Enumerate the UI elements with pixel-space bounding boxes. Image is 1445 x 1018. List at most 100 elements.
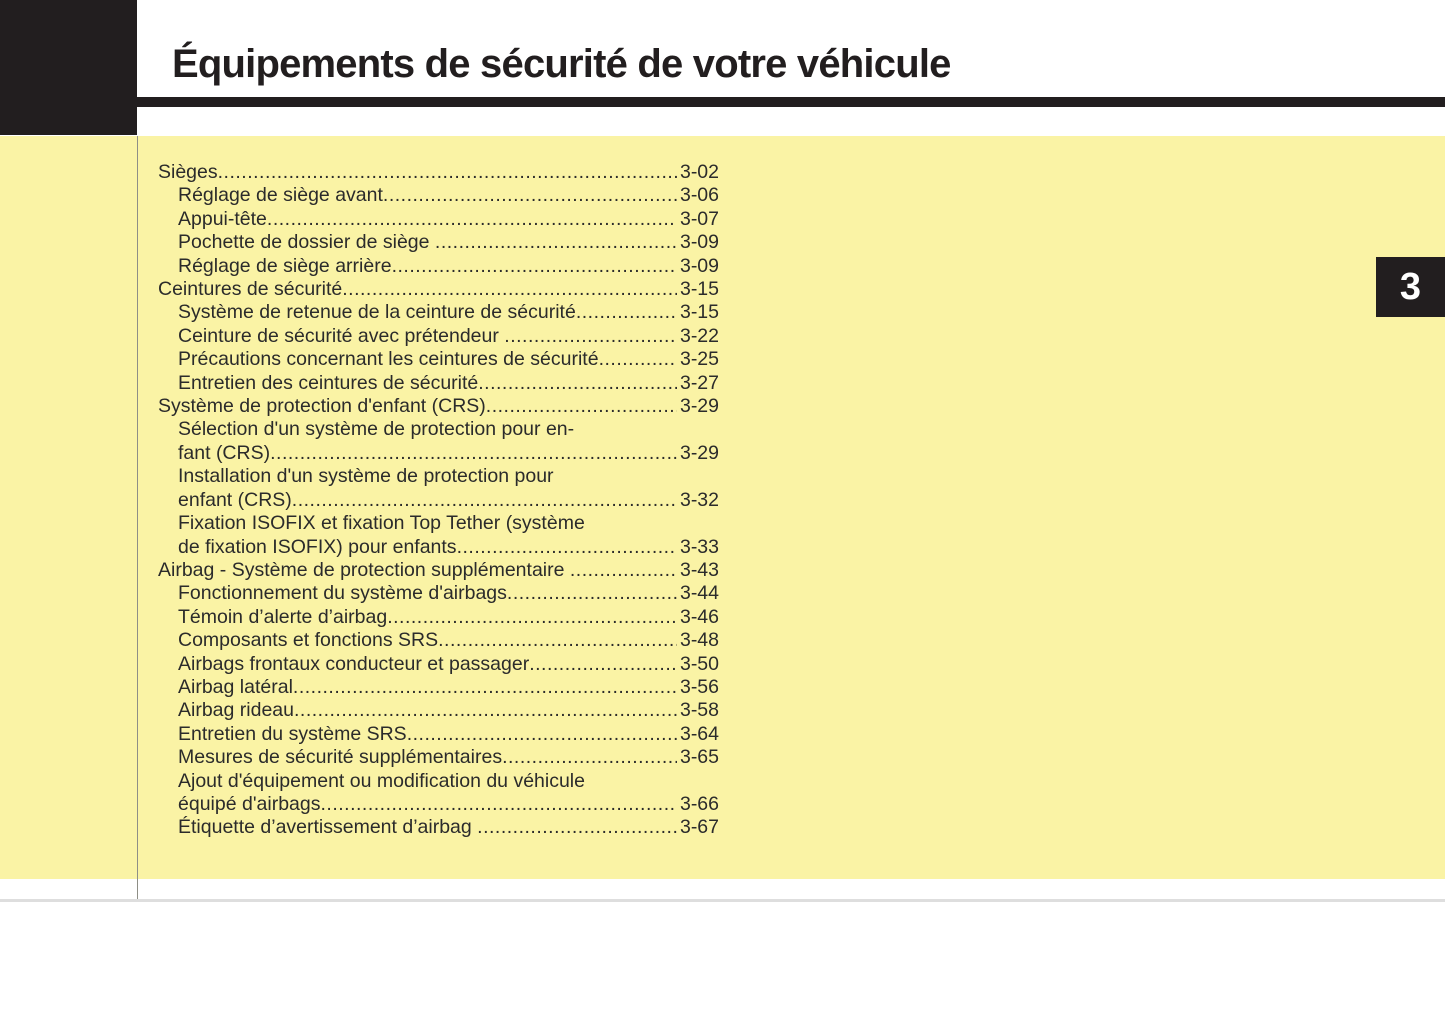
toc-page-number: 3-50 (679, 652, 719, 675)
toc-entry-row: Témoin d’alerte d’airbag................… (178, 606, 719, 629)
toc-entry: Appui-tête..............................… (158, 208, 719, 231)
toc-entry-row: Fonctionnement du système d'airbags.....… (178, 582, 719, 605)
toc-page-number: 3-15 (679, 278, 719, 301)
toc-entry-label: Airbag - Système de protection supplémen… (158, 558, 570, 581)
toc-leader-dots: ........................................… (391, 254, 677, 277)
toc-entry-label: Ceintures de sécurité (158, 278, 343, 301)
toc-leader-dots: ........................................… (406, 722, 677, 745)
toc-leader-dots: ........................................… (456, 535, 677, 558)
toc-entry-row: équipé d'airbags........................… (178, 793, 719, 816)
toc-entry-row: fant (CRS)..............................… (178, 442, 719, 465)
toc-entry-label: Réglage de siège arrière (178, 254, 392, 277)
toc-entry: Étiquette d’avertissement d’airbag .....… (158, 816, 719, 839)
toc-entry-label: Entretien du système SRS (178, 722, 407, 745)
toc-entry-row: Étiquette d’avertissement d’airbag .....… (178, 816, 719, 839)
toc-entry-label: Témoin d’alerte d’airbag (178, 605, 388, 628)
toc-entry-row: Sièges..................................… (158, 161, 719, 184)
toc-entry-row: Airbags frontaux conducteur et passager.… (178, 653, 719, 676)
toc-entry-row: Composants et fonctions SRS.............… (178, 629, 719, 652)
toc-entry-label: Fixation ISOFIX et fixation Top Tether (… (178, 512, 585, 535)
toc-leader-dots: ........................................… (478, 371, 677, 394)
toc-leader-dots: ........................................… (569, 558, 677, 581)
toc-entry-row: Airbag rideau...........................… (178, 699, 719, 722)
toc-leader-dots: ........................................… (598, 348, 677, 371)
footer-rule (0, 899, 1445, 902)
toc-leader-dots: ........................................… (292, 675, 677, 698)
toc-leader-dots: ........................................… (502, 746, 677, 769)
toc-entry: Réglage de siège avant..................… (158, 184, 719, 207)
toc-leader-dots: ........................................… (270, 441, 677, 464)
toc-page-number: 3-67 (679, 816, 719, 839)
toc-entry: Ajout d'équipement ou modification du vé… (158, 770, 719, 817)
toc-page-number: 3-15 (679, 301, 719, 324)
toc-entry: Pochette de dossier de siège ...........… (158, 231, 719, 254)
toc-entry: Installation d'un système de protection … (158, 465, 719, 512)
chapter-tab: 3 (1376, 257, 1445, 317)
corner-block (0, 0, 137, 135)
toc-entry-label: Pochette de dossier de siège (178, 231, 435, 254)
toc-entry: Fonctionnement du système d'airbags.....… (158, 582, 719, 605)
toc-entry-label: Précautions concernant les ceintures de … (178, 348, 599, 371)
toc-entry: Mesures de sécurité supplémentaires.....… (158, 746, 719, 769)
toc-entry-row: de fixation ISOFIX) pour enfants........… (178, 536, 719, 559)
toc-leader-dots: ........................................… (217, 161, 677, 183)
toc-leader-dots: ........................................… (504, 324, 677, 347)
toc-leader-dots: ........................................… (320, 792, 677, 815)
toc-leader-dots: ........................................… (294, 699, 677, 722)
toc-entry: Airbag - Système de protection supplémen… (158, 559, 719, 582)
toc-entry-label: fant (CRS) (178, 441, 271, 464)
toc-page-number: 3-44 (679, 582, 719, 605)
toc-entry-label: Mesures de sécurité supplémentaires (178, 746, 503, 769)
toc-entry: Réglage de siège arrière................… (158, 255, 719, 278)
toc-entry-label: de fixation ISOFIX) pour enfants (178, 535, 457, 558)
toc-entry-row: Airbag latéral..........................… (178, 676, 719, 699)
toc-entry-row: Mesures de sécurité supplémentaires.....… (178, 746, 719, 769)
header-bar (137, 97, 1445, 107)
toc-entry-label: Système de retenue de la ceinture de séc… (178, 301, 576, 324)
toc-leader-dots: ........................................… (506, 582, 677, 605)
toc-entry-row: Système de protection d'enfant (CRS)....… (158, 395, 719, 418)
toc-leader-dots: ........................................… (485, 395, 677, 418)
toc-entry: Sièges..................................… (158, 161, 719, 184)
toc-page-number: 3-29 (679, 395, 719, 418)
toc-leader-dots: ........................................… (438, 629, 677, 652)
toc-entry: Sélection d'un système de protection pou… (158, 418, 719, 465)
toc-entry-label: Airbags frontaux conducteur et passager (178, 652, 530, 675)
toc-page-number: 3-06 (679, 184, 719, 207)
toc-page-number: 3-07 (679, 207, 719, 230)
toc-entry-label: Réglage de siège avant (178, 184, 383, 207)
toc-entry-label: Sélection d'un système de protection pou… (178, 418, 575, 441)
toc-entry-label: enfant (CRS) (178, 488, 292, 511)
toc-page-number: 3-66 (679, 792, 719, 815)
toc-entry: Précautions concernant les ceintures de … (158, 348, 719, 371)
toc-entry: Fixation ISOFIX et fixation Top Tether (… (158, 512, 719, 559)
toc-entry-label: Installation d'un système de protection … (178, 465, 554, 488)
toc-page-number: 3-25 (679, 348, 719, 371)
toc-page-number: 3-43 (679, 558, 719, 581)
table-of-contents: Sièges..................................… (158, 161, 719, 840)
toc-panel-background (0, 136, 1445, 879)
toc-entry-label: Airbag latéral (178, 675, 293, 698)
toc-leader-dots: ........................................… (477, 816, 677, 839)
page-title: Équipements de sécurité de votre véhicul… (172, 42, 951, 86)
toc-entry: Système de retenue de la ceinture de séc… (158, 301, 719, 324)
toc-entry: Airbag latéral..........................… (158, 676, 719, 699)
toc-page-number: 3-22 (679, 324, 719, 347)
toc-entry: Système de protection d'enfant (CRS)....… (158, 395, 719, 418)
toc-entry: Ceintures de sécurité...................… (158, 278, 719, 301)
toc-page-number: 3-29 (679, 441, 719, 464)
toc-entry-row: Réglage de siège arrière................… (178, 255, 719, 278)
toc-entry-row: enfant (CRS)............................… (178, 489, 719, 512)
toc-entry-label: Composants et fonctions SRS (178, 629, 439, 652)
toc-entry-label: Étiquette d’avertissement d’airbag (178, 816, 478, 839)
toc-page-number: 3-48 (679, 629, 719, 652)
toc-entry-row: Ceintures de sécurité...................… (158, 278, 719, 301)
toc-entry: Entretien du système SRS................… (158, 723, 719, 746)
toc-page-number: 3-64 (679, 722, 719, 745)
toc-entry-label: Entretien des ceintures de sécurité (178, 371, 479, 394)
toc-page-number: 3-09 (679, 254, 719, 277)
toc-entry-row: Entretien du système SRS................… (178, 723, 719, 746)
toc-entry-label: équipé d'airbags (178, 792, 321, 815)
chapter-number: 3 (1399, 265, 1422, 308)
toc-leader-dots: ........................................… (291, 488, 677, 511)
